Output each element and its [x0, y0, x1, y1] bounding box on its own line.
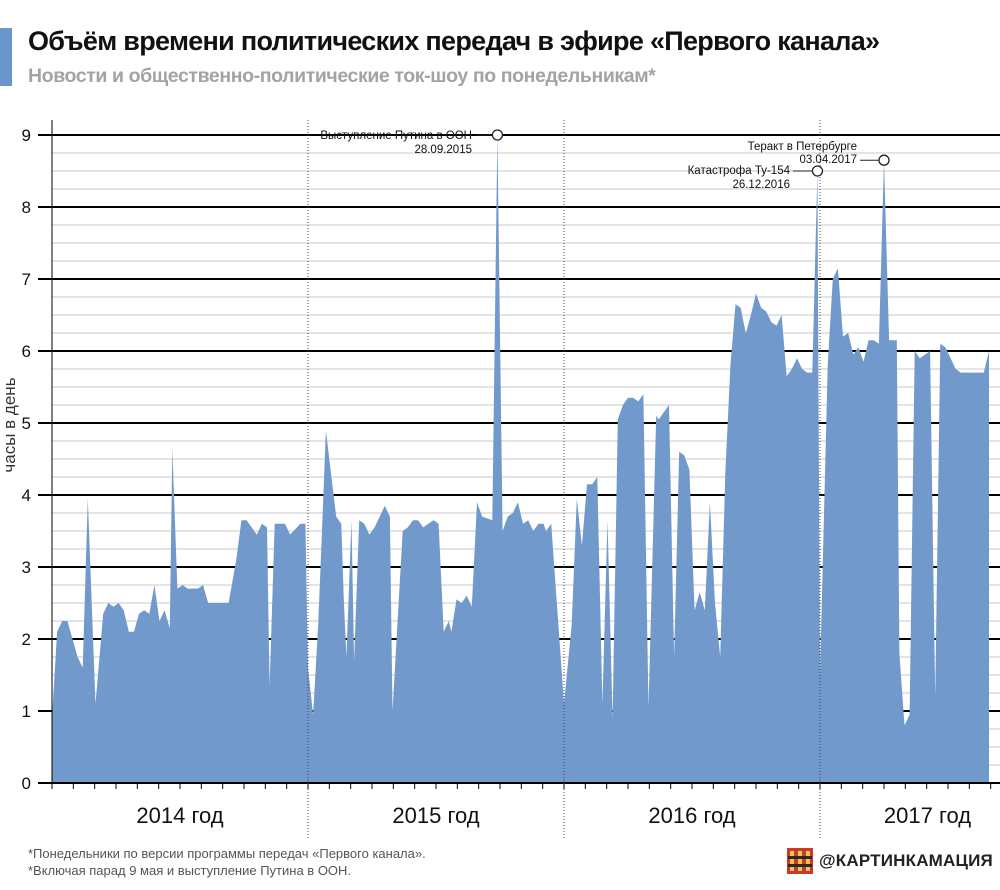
- annotation-marker: [878, 154, 890, 166]
- year-label: 2016 год: [648, 803, 735, 828]
- y-tick-label: 3: [22, 558, 31, 577]
- y-tick-label: 2: [22, 630, 31, 649]
- brand-logo: @КАРТИНКАМАЦИЯ: [787, 848, 993, 874]
- title-accent-bar: [0, 28, 12, 86]
- y-tick-label: 6: [22, 342, 31, 361]
- y-tick-label: 9: [22, 126, 31, 145]
- annotation-label: Катастрофа Ту-154: [688, 165, 791, 177]
- year-label: 2015 год: [392, 803, 479, 828]
- y-axis-title: часы в день: [0, 377, 19, 473]
- y-tick-label: 7: [22, 270, 31, 289]
- annotation-marker: [811, 165, 824, 177]
- y-tick-label: 4: [22, 486, 31, 505]
- annotation-label: Выступление Путина в ООН: [320, 130, 472, 142]
- page-subtitle: Новости и общественно-политические ток-ш…: [28, 65, 656, 87]
- brand-name: @КАРТИНКАМАЦИЯ: [819, 851, 993, 870]
- annotation-date: 03.04.2017: [799, 154, 857, 166]
- footnote-2: *Включая парад 9 мая и выступление Путин…: [28, 863, 352, 878]
- annotation-label: Теракт в Петербурге: [748, 141, 857, 153]
- year-label: 2014 год: [136, 803, 223, 828]
- y-tick-label: 0: [22, 774, 31, 793]
- annotation-date: 26.12.2016: [732, 179, 790, 191]
- year-label: 2017 год: [884, 803, 971, 828]
- y-tick-label: 8: [22, 198, 31, 217]
- y-tick-label: 1: [22, 702, 31, 721]
- footnote-1: *Понедельники по версии программы переда…: [28, 846, 426, 861]
- y-tick-label: 5: [22, 414, 31, 433]
- area-series: [52, 135, 989, 783]
- page-title: Объём времени политических передач в эфи…: [28, 26, 880, 56]
- annotation-marker: [491, 129, 504, 141]
- brand-logo-icon: [787, 848, 813, 874]
- annotation-date: 28.09.2015: [414, 144, 472, 156]
- footnotes: *Понедельники по версии программы переда…: [28, 845, 426, 879]
